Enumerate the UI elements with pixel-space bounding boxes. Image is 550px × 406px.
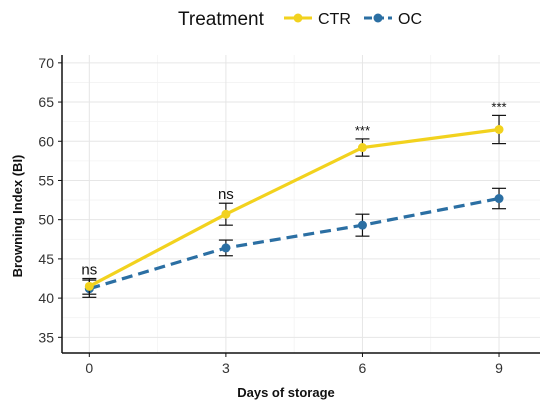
data-point-ctr: [221, 209, 231, 219]
y-tick-label: 55: [38, 172, 54, 188]
y-tick-label: 40: [38, 290, 54, 306]
significance-label: ns: [81, 262, 97, 279]
significance-label: ns: [218, 186, 234, 203]
data-point-ctr: [84, 281, 94, 291]
series-line-ctr: [88, 127, 500, 288]
axes: 35 40 45 50 55 60 65 70 0 3 6 9: [38, 55, 540, 376]
legend-title: Treatment: [178, 9, 265, 30]
annotations: ns ns *** ***: [81, 99, 506, 278]
data-point-oc: [221, 243, 231, 253]
y-tick-label: 70: [38, 55, 54, 71]
data-point-ctr: [357, 143, 367, 153]
data-point-oc: [494, 194, 504, 204]
x-tick-label: 3: [222, 360, 230, 376]
y-axis-title: Browning Index (BI): [10, 155, 25, 278]
data-point-oc: [357, 220, 367, 230]
x-tick-label: 0: [85, 360, 93, 376]
significance-label: ***: [355, 123, 370, 138]
legend-oc-marker: [373, 13, 383, 23]
y-tick-label: 45: [38, 251, 54, 267]
x-tick-label: 9: [495, 360, 503, 376]
x-tick-label: 6: [359, 360, 367, 376]
series-layer: [82, 114, 507, 298]
legend-ctr-label: CTR: [318, 11, 351, 28]
x-axis-title: Days of storage: [237, 385, 335, 400]
significance-label: ***: [491, 99, 506, 114]
y-tick-label: 50: [38, 212, 54, 228]
legend-oc-label: OC: [398, 11, 422, 28]
series-line-oc: [88, 196, 500, 291]
y-tick-label: 60: [38, 133, 54, 149]
legend: Treatment CTR OC: [178, 9, 422, 30]
data-point-ctr: [494, 125, 504, 134]
legend-ctr-marker: [293, 13, 303, 23]
y-tick-label: 35: [38, 329, 54, 345]
y-tick-label: 65: [38, 94, 54, 110]
grid: [62, 55, 540, 353]
